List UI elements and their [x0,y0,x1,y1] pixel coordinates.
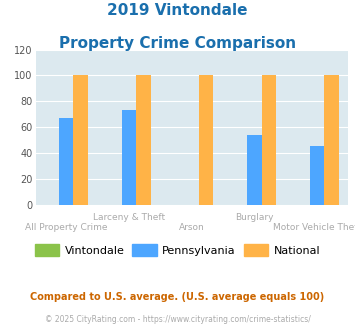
Text: Motor Vehicle Theft: Motor Vehicle Theft [273,223,355,232]
Text: 2019 Vintondale: 2019 Vintondale [107,3,248,18]
Text: © 2025 CityRating.com - https://www.cityrating.com/crime-statistics/: © 2025 CityRating.com - https://www.city… [45,315,310,324]
Text: Property Crime Comparison: Property Crime Comparison [59,36,296,51]
Text: Arson: Arson [179,223,204,232]
Bar [73,75,88,205]
Bar [59,118,73,205]
Text: Burglary: Burglary [235,213,274,222]
Bar [136,75,151,205]
Bar [199,75,213,205]
Text: Larceny & Theft: Larceny & Theft [93,213,165,222]
Text: All Property Crime: All Property Crime [25,223,108,232]
Bar [122,110,136,205]
Bar [310,147,324,205]
Bar [324,75,339,205]
Bar [247,135,262,205]
Legend: Vintondale, Pennsylvania, National: Vintondale, Pennsylvania, National [30,240,325,260]
Text: Compared to U.S. average. (U.S. average equals 100): Compared to U.S. average. (U.S. average … [31,292,324,302]
Bar [262,75,276,205]
